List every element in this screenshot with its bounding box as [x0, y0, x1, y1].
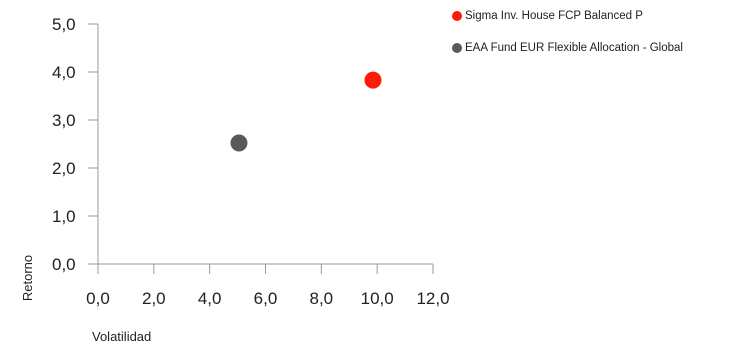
legend-label: EAA Fund EUR Flexible Allocation - Globa…	[465, 42, 683, 54]
x-axis-title: Volatilidad	[92, 329, 151, 344]
data-point-0	[364, 71, 382, 89]
legend-marker-icon	[452, 43, 462, 53]
y-tick-label: 0,0	[52, 255, 76, 274]
x-tick-label: 8,0	[310, 289, 334, 308]
x-tick-label: 2,0	[142, 289, 166, 308]
legend-item-eaa: EAA Fund EUR Flexible Allocation - Globa…	[452, 38, 683, 58]
legend-marker-icon	[452, 11, 462, 21]
y-tick-label: 2,0	[52, 159, 76, 178]
y-tick-label: 3,0	[52, 111, 76, 130]
x-tick-label: 0,0	[86, 289, 110, 308]
data-points	[230, 71, 382, 152]
y-axis: 0,0 1,0 2,0 3,0 4,0 5,0	[52, 15, 99, 274]
legend-label: Sigma Inv. House FCP Balanced P	[465, 10, 643, 22]
y-tick-label: 5,0	[52, 15, 76, 34]
data-point-1	[230, 134, 248, 152]
x-tick-label: 6,0	[254, 289, 278, 308]
x-tick-label: 10,0	[361, 289, 394, 308]
x-tick-label: 4,0	[198, 289, 222, 308]
y-tick-label: 1,0	[52, 207, 76, 226]
x-axis: 0,0 2,0 4,0 6,0 8,0 10,0 12,0	[86, 263, 450, 308]
legend-item-sigma: Sigma Inv. House FCP Balanced P	[452, 6, 683, 26]
y-axis-title: Retorno	[20, 255, 35, 301]
legend: Sigma Inv. House FCP Balanced P EAA Fund…	[452, 6, 683, 70]
y-tick-label: 4,0	[52, 63, 76, 82]
x-tick-label: 12,0	[416, 289, 449, 308]
